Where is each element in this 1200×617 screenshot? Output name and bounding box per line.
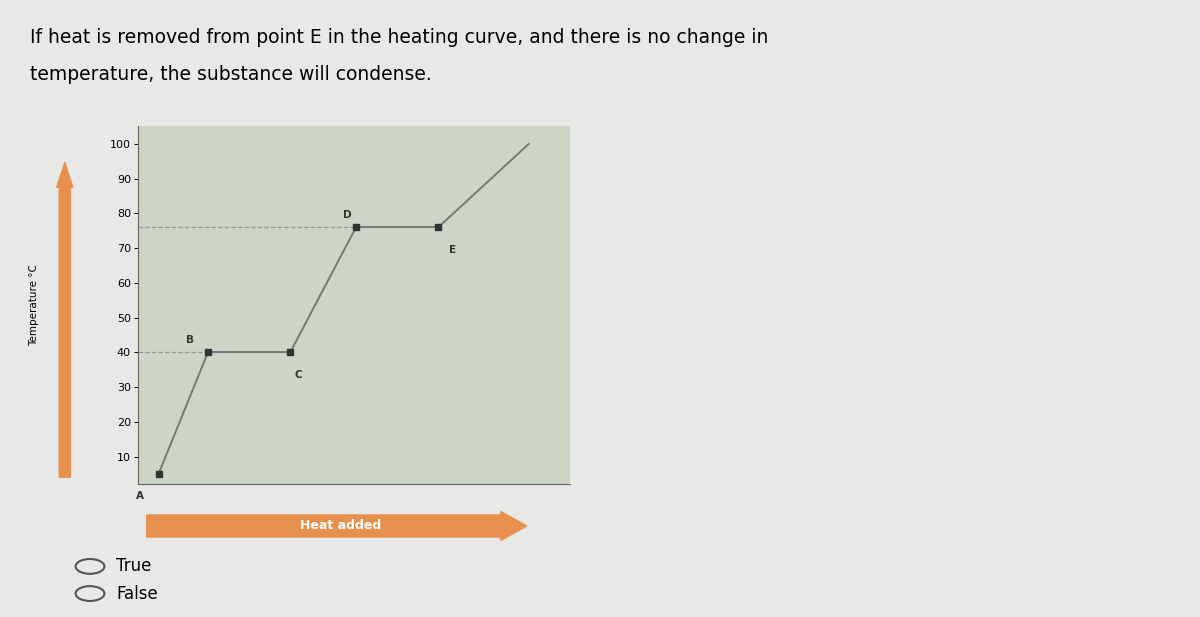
Text: E: E	[449, 244, 456, 255]
Text: B: B	[186, 336, 193, 346]
Text: Heat added: Heat added	[300, 520, 382, 532]
Text: False: False	[116, 584, 158, 603]
Text: Temperature °C: Temperature °C	[29, 265, 38, 346]
Text: temperature, the substance will condense.: temperature, the substance will condense…	[30, 65, 432, 84]
Text: If heat is removed from point E in the heating curve, and there is no change in: If heat is removed from point E in the h…	[30, 28, 768, 47]
FancyArrow shape	[56, 162, 73, 477]
FancyArrow shape	[146, 511, 527, 540]
Text: A: A	[136, 491, 144, 501]
Text: True: True	[116, 557, 151, 576]
Text: C: C	[294, 370, 302, 379]
Text: D: D	[343, 210, 352, 220]
